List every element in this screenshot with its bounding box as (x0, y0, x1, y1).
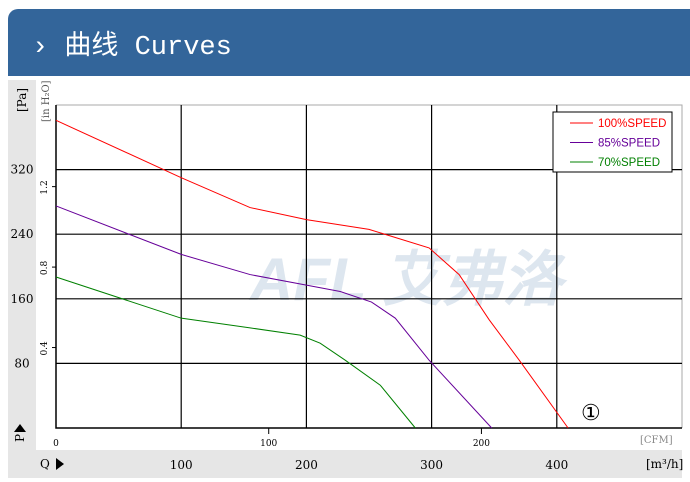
legend-label: 85%SPEED (598, 138, 660, 150)
page-title: 曲线 Curves (64, 33, 232, 63)
cfm-axis-label: [CFM] (640, 435, 673, 446)
x-axis-strip (8, 450, 682, 478)
inh2o-tick-label: 0.4 (40, 341, 50, 356)
triangle-up-icon (14, 424, 26, 432)
curve-annotation: ① (581, 401, 601, 426)
plot-border (56, 104, 683, 428)
y-tick-label: 320 (11, 163, 34, 177)
series-line-70%speed (55, 276, 416, 429)
y-axis-label: [Pa] (15, 88, 29, 112)
cfm-tick-label: 200 (473, 439, 490, 449)
x-axis-label: [m³/h] (646, 457, 683, 471)
triangle-right-icon (56, 458, 64, 470)
y-tick-label: 240 (11, 227, 34, 241)
inh2o-axis-label: [in H₂O] (41, 80, 52, 122)
chevron-right-icon: › (32, 33, 49, 63)
x-axis-symbol: Q (40, 457, 50, 471)
plot-axes (55, 105, 682, 429)
legend-label: 70%SPEED (598, 157, 660, 169)
section-header: › 曲线 Curves (8, 9, 690, 76)
x-tick-label: 100 (170, 458, 193, 472)
y-axis-strip (8, 80, 36, 450)
cfm-tick-label: 0 (53, 439, 59, 449)
cfm-tick-label: 100 (260, 439, 277, 449)
inh2o-tick-label: 0.8 (40, 261, 50, 276)
x-tick-label: 400 (545, 458, 568, 472)
y-tick-label: 160 (11, 292, 34, 306)
y-tick-label: 80 (14, 356, 29, 370)
legend-label: 100%SPEED (598, 118, 666, 130)
series-line-100%speed (55, 119, 569, 429)
series-line-85%speed (55, 205, 493, 429)
y-axis-symbol: P (13, 434, 27, 442)
inh2o-tick-label: 1.2 (40, 180, 50, 194)
x-tick-label: 300 (420, 458, 443, 472)
watermark-logo: AFL 艾弗洛 (248, 246, 568, 313)
x-tick-label: 200 (295, 458, 318, 472)
